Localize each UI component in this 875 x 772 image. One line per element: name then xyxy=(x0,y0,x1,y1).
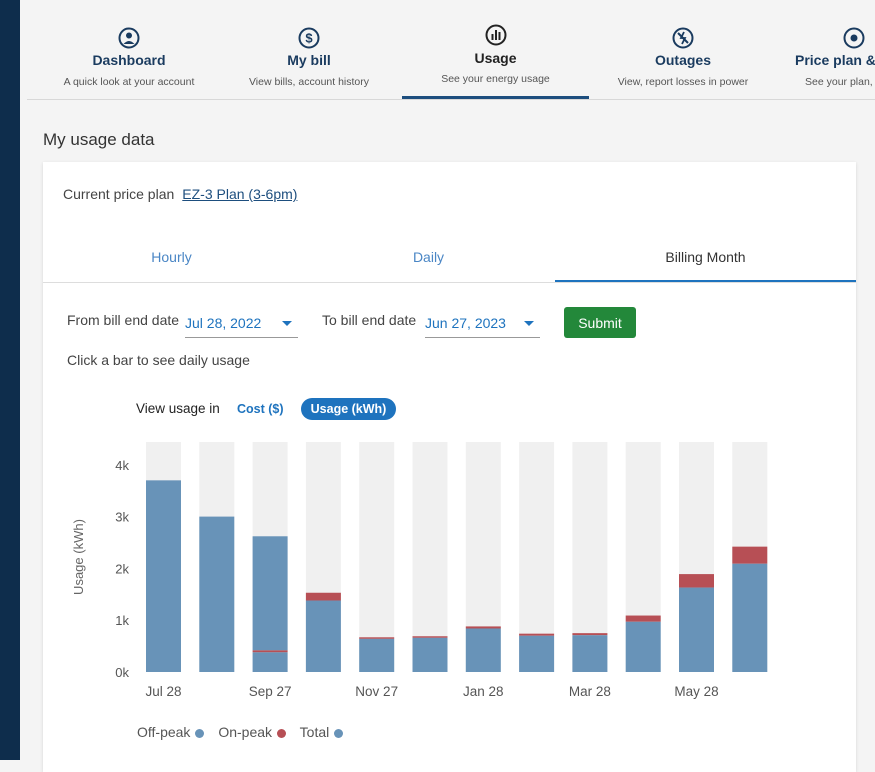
x-tick-label: Mar 28 xyxy=(569,684,611,699)
bar-chart-icon xyxy=(485,24,506,46)
nav-price-plan-title: Price plan & xyxy=(795,52,875,68)
left-sidebar xyxy=(0,0,20,760)
page-title: My usage data xyxy=(43,130,155,149)
y-axis-label: Usage (kWh) xyxy=(71,519,86,595)
active-nav-indicator xyxy=(402,96,589,99)
bar-background[interactable] xyxy=(359,442,395,672)
svg-text:$: $ xyxy=(305,31,313,46)
view-usage-toggle[interactable]: Usage (kWh) xyxy=(301,398,396,420)
x-tick-label: Nov 27 xyxy=(355,684,398,699)
legend-total: Total xyxy=(300,724,344,740)
bar-background[interactable] xyxy=(412,442,448,672)
nav-price-plan-subtitle: See your plan, xyxy=(805,76,873,88)
bar-offpeak xyxy=(305,600,341,672)
bar-offpeak xyxy=(465,628,501,672)
x-tick-label: Sep 27 xyxy=(249,684,292,699)
bar-onpeak xyxy=(732,546,768,564)
bar-onpeak xyxy=(305,592,341,601)
bar-offpeak xyxy=(572,635,608,672)
bar-offpeak xyxy=(732,563,768,672)
to-date-select[interactable]: Jun 27, 2023 xyxy=(425,309,540,338)
bar-offpeak xyxy=(679,587,714,672)
usage-tabs: Hourly Daily Billing Month xyxy=(43,242,856,283)
from-date-select[interactable]: Jul 28, 2022 xyxy=(185,309,298,338)
bar-onpeak xyxy=(679,574,714,588)
top-navigation: Dashboard A quick look at your account $… xyxy=(27,0,875,100)
bar-offpeak xyxy=(359,638,395,672)
dollar-icon: $ xyxy=(298,27,320,49)
bar-onpeak xyxy=(359,637,395,639)
legend-total-dot xyxy=(334,728,344,738)
price-plan-label: Current price plan xyxy=(63,186,175,202)
legend-onpeak-dot xyxy=(277,728,287,738)
nav-dashboard-title: Dashboard xyxy=(92,52,166,68)
chart-hint: Click a bar to see daily usage xyxy=(67,352,250,368)
to-date-value: Jun 27, 2023 xyxy=(425,315,506,331)
legend-offpeak-dot xyxy=(195,728,205,738)
y-tick-label: 3k xyxy=(115,510,129,525)
bar-offpeak xyxy=(412,637,448,672)
bar-onpeak xyxy=(465,626,501,629)
y-tick-label: 0k xyxy=(115,665,129,680)
nav-dashboard-subtitle: A quick look at your account xyxy=(63,76,195,88)
x-tick-label: Jan 28 xyxy=(463,684,504,699)
price-plan-link[interactable]: EZ-3 Plan (3-6pm) xyxy=(182,186,298,202)
bar-offpeak xyxy=(625,621,661,672)
tab-hourly[interactable]: Hourly xyxy=(151,249,192,265)
legend-total-label: Total xyxy=(299,724,330,740)
bar-onpeak xyxy=(572,633,608,636)
nav-dashboard[interactable]: Dashboard A quick look at your account xyxy=(49,0,209,99)
y-tick-label: 4k xyxy=(115,458,129,473)
nav-usage-subtitle: See your energy usage xyxy=(441,73,550,85)
bar-total xyxy=(252,536,288,651)
usage-card: Current price plan EZ-3 Plan (3-6pm) Hour… xyxy=(43,162,856,772)
user-icon xyxy=(118,27,140,49)
nav-outages[interactable]: Outages View, report losses in power xyxy=(603,0,763,99)
chevron-down-icon xyxy=(282,321,292,326)
bar-background[interactable] xyxy=(519,442,555,672)
view-usage-label: View usage in xyxy=(136,401,220,416)
y-tick-label: 2k xyxy=(115,561,129,576)
bar-onpeak xyxy=(252,650,288,653)
nav-price-plan[interactable]: Price plan & See your plan, xyxy=(787,0,875,99)
x-tick-label: May 28 xyxy=(674,684,718,699)
view-cost-toggle[interactable]: Cost ($) xyxy=(237,402,284,416)
outage-icon xyxy=(672,27,694,49)
tab-daily[interactable]: Daily xyxy=(412,249,445,265)
bar-offpeak xyxy=(519,635,555,672)
usage-chart: Usage (kWh) 0k 1k 2k 3k 4k Jul 28 Sep 27 Nov 27 J… xyxy=(71,442,768,699)
tab-billing-month[interactable]: Billing Month xyxy=(555,242,856,282)
from-date-label: From bill end date xyxy=(67,312,180,328)
bar-onpeak xyxy=(519,633,555,636)
from-date-value: Jul 28, 2022 xyxy=(185,315,262,331)
chevron-down-icon xyxy=(524,321,534,326)
sun-icon xyxy=(843,27,865,49)
nav-my-bill-title: My bill xyxy=(287,52,331,68)
x-tick-label: Jul 28 xyxy=(145,684,181,699)
nav-my-bill-subtitle: View bills, account history xyxy=(248,76,370,88)
bar-offpeak xyxy=(146,480,181,672)
nav-my-bill[interactable]: $ My bill View bills, account history xyxy=(229,0,389,99)
legend-offpeak: Off-peak xyxy=(137,724,205,740)
bar-onpeak xyxy=(625,615,661,622)
nav-outages-title: Outages xyxy=(654,52,711,68)
bar-offpeak xyxy=(252,652,288,672)
legend-offpeak-label: Off-peak xyxy=(137,724,191,740)
legend-onpeak: On-peak xyxy=(218,724,287,740)
legend-onpeak-label: On-peak xyxy=(218,724,273,740)
nav-usage[interactable]: Usage See your energy usage xyxy=(402,0,589,99)
price-plan-row: Current price plan EZ-3 Plan (3-6pm) xyxy=(63,186,297,202)
y-tick-label: 1k xyxy=(115,613,129,628)
submit-button[interactable]: Submit xyxy=(564,307,636,338)
nav-outages-subtitle: View, report losses in power xyxy=(617,76,749,88)
to-date-label: To bill end date xyxy=(322,312,417,328)
nav-usage-title: Usage xyxy=(474,50,517,66)
bar-onpeak xyxy=(412,636,448,638)
chart-legend: Off-peak On-peak Total xyxy=(137,724,353,740)
bar-offpeak xyxy=(199,516,235,672)
